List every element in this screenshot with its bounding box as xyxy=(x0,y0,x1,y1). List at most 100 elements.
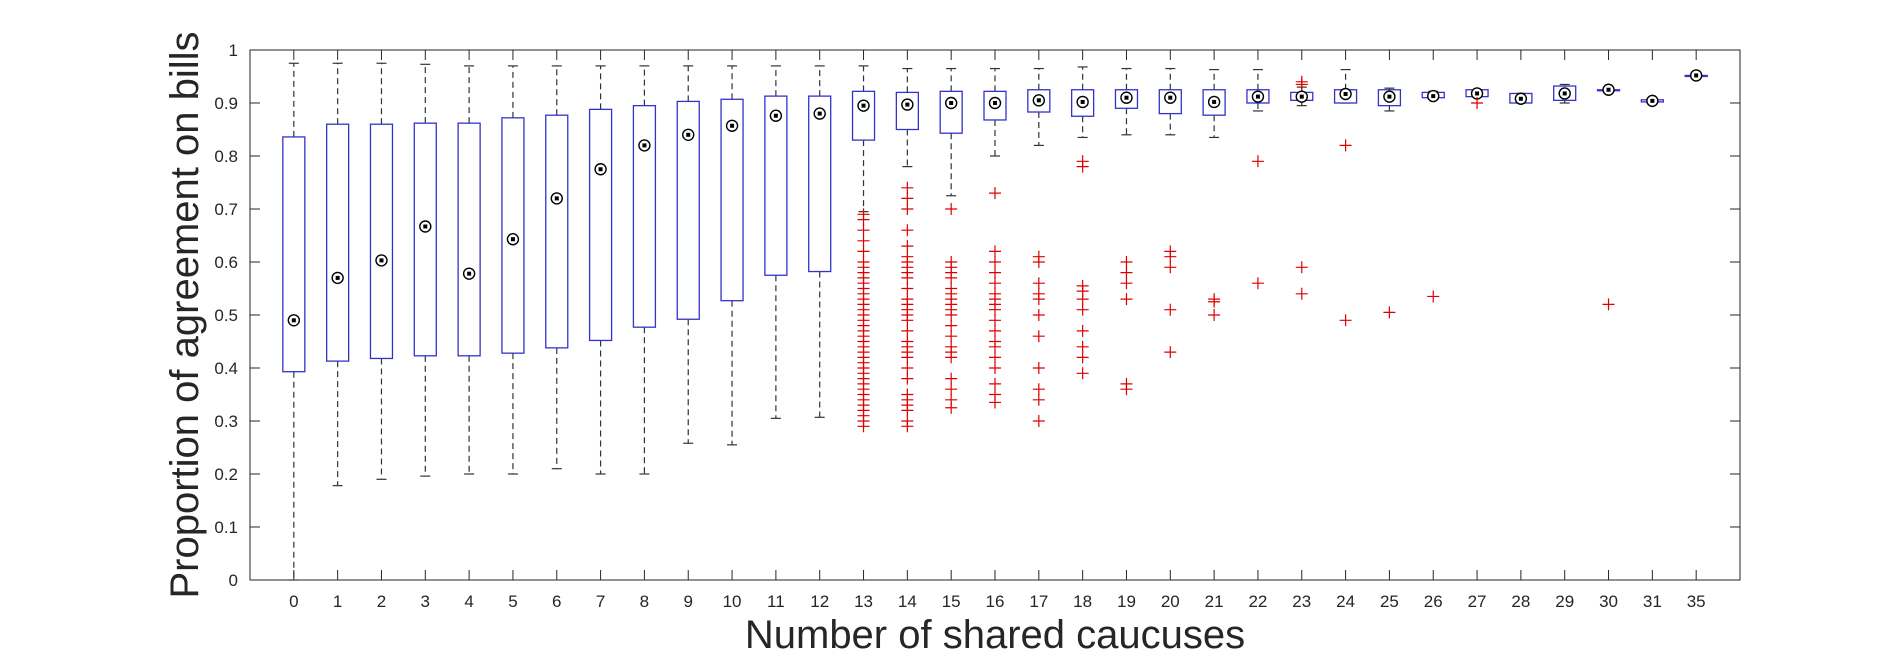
median-dot xyxy=(1562,91,1567,96)
outlier-point xyxy=(1120,266,1133,279)
outlier-point xyxy=(989,277,1001,290)
box xyxy=(895,91,920,131)
y-tick-label: 0.5 xyxy=(214,306,238,325)
outlier-point xyxy=(901,335,914,348)
x-tick-label: 11 xyxy=(767,592,785,611)
y-tick-label: 0.6 xyxy=(214,253,238,272)
outlier-point xyxy=(1164,245,1177,258)
outlier-point xyxy=(1076,279,1089,292)
outlier-point xyxy=(945,383,958,396)
y-tick-label: 0.8 xyxy=(214,147,238,166)
x-tick-label: 30 xyxy=(1599,592,1618,611)
outlier-point xyxy=(1164,303,1177,316)
x-tick-label: 24 xyxy=(1336,592,1355,611)
outlier-point xyxy=(1339,314,1352,327)
median-dot xyxy=(379,258,384,263)
outlier-point xyxy=(901,192,914,205)
outlier-point xyxy=(1471,97,1484,109)
outlier-point xyxy=(1120,256,1133,268)
y-tick-label: 0.2 xyxy=(214,465,238,484)
box xyxy=(588,108,613,342)
x-tick-label: 25 xyxy=(1380,592,1399,611)
outlier-point xyxy=(1164,346,1177,359)
outlier-point xyxy=(945,330,958,343)
median-dot xyxy=(335,275,340,280)
outlier-point xyxy=(989,245,1001,258)
outlier-point xyxy=(989,351,1001,364)
median-dot xyxy=(1299,94,1304,99)
median-dot xyxy=(905,102,910,107)
outlier-point xyxy=(1164,261,1177,274)
x-tick-label: 29 xyxy=(1555,592,1574,611)
y-tick-label: 0.9 xyxy=(214,94,238,113)
box xyxy=(851,90,876,141)
median-dot xyxy=(1431,94,1436,99)
box xyxy=(676,100,700,320)
box xyxy=(413,122,437,357)
outlier-point xyxy=(1076,324,1089,337)
outlier-point xyxy=(1120,377,1133,390)
box xyxy=(808,95,832,273)
x-tick-label: 13 xyxy=(854,592,873,611)
outlier-point xyxy=(901,224,914,237)
box xyxy=(632,105,657,328)
outlier-point xyxy=(1076,340,1089,353)
outlier-point xyxy=(857,245,870,258)
box xyxy=(720,98,744,302)
median-dot xyxy=(1343,91,1348,96)
median-dot xyxy=(1036,98,1041,103)
median-dot xyxy=(291,318,296,323)
outlier-point xyxy=(901,282,914,295)
plot-area: 00.10.20.30.40.50.60.70.80.910 1 2 3 4 5 6 7 8 9 1… xyxy=(214,41,1741,611)
box xyxy=(369,123,394,360)
outlier-point xyxy=(1032,287,1045,300)
x-tick-label: 1 xyxy=(333,592,342,611)
x-tick-label: 12 xyxy=(810,592,829,611)
outlier-point xyxy=(901,181,914,194)
median-dot xyxy=(598,167,603,172)
outlier-point xyxy=(1208,293,1221,306)
x-tick-label: 8 xyxy=(640,592,649,611)
x-tick-label: 3 xyxy=(421,592,430,611)
x-tick-label: 6 xyxy=(552,592,561,611)
x-tick-label: 15 xyxy=(942,592,961,611)
outlier-point xyxy=(989,187,1001,200)
x-tick-label: 27 xyxy=(1468,592,1487,611)
median-dot xyxy=(554,196,559,201)
x-tick-label: 23 xyxy=(1292,592,1311,611)
median-dot xyxy=(1606,87,1611,92)
outlier-point xyxy=(1339,139,1352,152)
outlier-point xyxy=(1251,277,1264,290)
outlier-point xyxy=(1076,155,1089,168)
outlier-point xyxy=(901,324,914,337)
outlier-point xyxy=(989,314,1001,327)
outlier-point xyxy=(1427,290,1440,303)
y-tick-label: 0.4 xyxy=(214,359,238,378)
median-dot xyxy=(423,224,428,229)
outlier-point xyxy=(1602,298,1615,311)
median-dot xyxy=(642,143,647,148)
y-tick-label: 0.7 xyxy=(214,200,238,219)
outlier-point xyxy=(1032,309,1045,321)
outlier-point xyxy=(1076,303,1089,316)
outlier-point xyxy=(945,340,958,353)
outlier-point xyxy=(1120,277,1133,290)
median-dot xyxy=(817,111,822,116)
x-tick-label: 9 xyxy=(684,592,693,611)
x-tick-label: 21 xyxy=(1205,592,1224,611)
median-dot xyxy=(730,123,735,128)
box xyxy=(282,136,306,373)
median-dot xyxy=(1080,99,1085,104)
x-tick-label: 7 xyxy=(596,592,605,611)
outlier-point xyxy=(989,377,1001,390)
median-dot xyxy=(686,132,691,137)
median-dot xyxy=(861,103,866,108)
median-dot xyxy=(467,271,472,276)
outlier-point xyxy=(989,388,1001,401)
outlier-point xyxy=(1295,261,1308,274)
x-tick-label: 28 xyxy=(1511,592,1530,611)
x-tick-label: 16 xyxy=(986,592,1005,611)
outlier-point xyxy=(989,256,1001,268)
